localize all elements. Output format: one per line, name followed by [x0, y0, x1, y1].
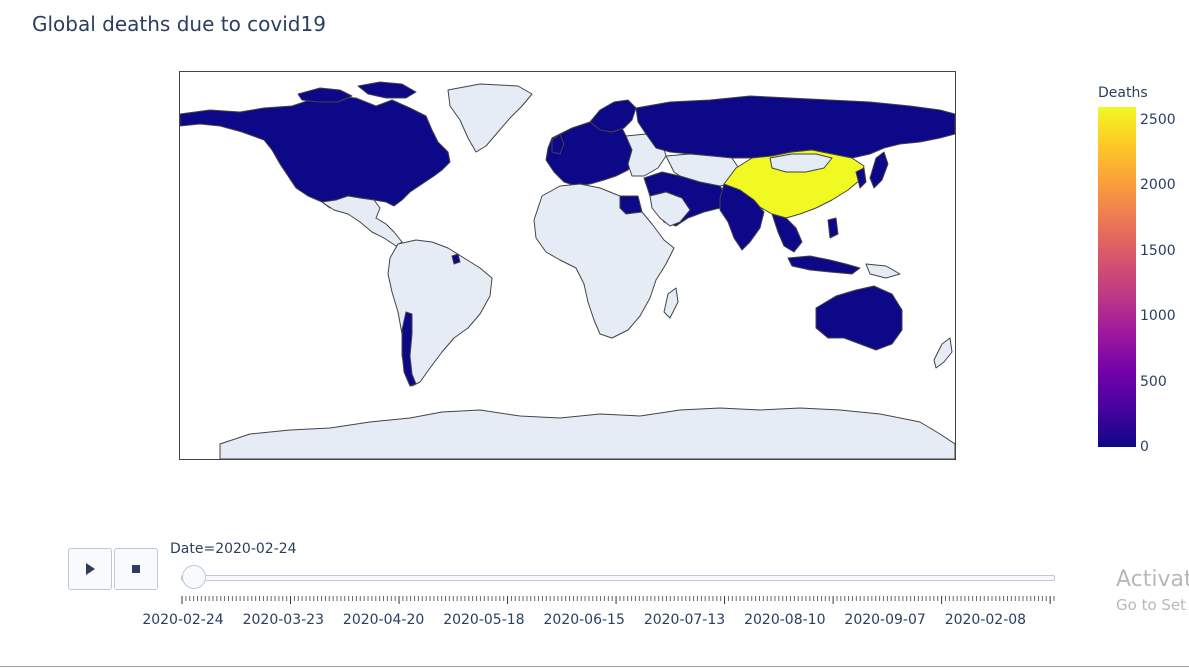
slider-tick-strip	[181, 596, 1055, 604]
slider-tick-label[interactable]: 2020-08-10	[744, 612, 826, 628]
slider-tick-label[interactable]: 2020-02-08	[944, 612, 1027, 628]
southeast-asia[interactable]	[771, 213, 803, 253]
slider-current-label: Date=2020-02-24	[170, 541, 297, 557]
slider-tick-label[interactable]: 2020-06-15	[543, 612, 625, 628]
scandinavia[interactable]	[589, 99, 637, 133]
north-america[interactable]	[180, 95, 451, 209]
watermark-line2: Go to Set	[1116, 596, 1187, 614]
bottom-divider	[0, 666, 1189, 667]
central-america[interactable]	[321, 195, 403, 247]
choropleth-map[interactable]	[179, 71, 956, 460]
colorbar	[1098, 107, 1136, 447]
slider-tick-label[interactable]: 2020-02-24	[142, 612, 224, 628]
colorbar-tick-label: 2000	[1140, 177, 1176, 194]
world-map-svg	[180, 81, 955, 459]
india[interactable]	[719, 183, 765, 251]
slider-handle[interactable]	[182, 565, 206, 589]
colorbar-tick-label: 1000	[1140, 308, 1176, 325]
korea[interactable]	[855, 167, 867, 189]
stop-icon	[132, 565, 140, 573]
colorbar-tick-label: 2500	[1140, 112, 1176, 129]
indonesia[interactable]	[787, 255, 861, 275]
slider-tick-label[interactable]: 2020-05-18	[443, 612, 525, 628]
uk[interactable]	[551, 133, 565, 155]
slider-tick-label[interactable]: 2020-04-20	[342, 612, 425, 628]
stop-button[interactable]	[114, 548, 158, 590]
watermark-line1: Activat	[1116, 567, 1189, 592]
play-icon	[85, 563, 95, 575]
play-button[interactable]	[68, 548, 112, 590]
japan[interactable]	[869, 151, 889, 189]
colorbar-tick-label: 1500	[1140, 242, 1176, 259]
colorbar-title: Deaths	[1098, 85, 1148, 101]
french-guiana[interactable]	[451, 253, 461, 265]
philippines[interactable]	[827, 217, 839, 239]
antarctica[interactable]	[219, 407, 955, 459]
greenland[interactable]	[447, 83, 533, 153]
slider-tick-label[interactable]: 2020-09-07	[844, 612, 926, 628]
slider-tick-label[interactable]: 2020-03-23	[242, 612, 324, 628]
australia[interactable]	[815, 285, 903, 351]
chile[interactable]	[401, 311, 417, 387]
slider-rail[interactable]	[181, 575, 1055, 581]
chart-title: Global deaths due to covid19	[32, 12, 326, 36]
arctic-islands[interactable]	[297, 87, 353, 103]
africa[interactable]	[533, 183, 675, 339]
papua[interactable]	[865, 263, 901, 279]
colorbar-tick-label: 0	[1140, 439, 1149, 455]
activation-watermark: Activat Go to Set	[1116, 566, 1189, 616]
madagascar[interactable]	[663, 287, 679, 319]
slider-tick-label[interactable]: 2020-07-13	[643, 612, 726, 628]
arctic-islands-2[interactable]	[357, 81, 417, 99]
russia[interactable]	[635, 95, 955, 159]
new-zealand[interactable]	[933, 337, 953, 369]
arabia[interactable]	[649, 191, 691, 227]
colorbar-tick-label: 500	[1140, 373, 1167, 390]
mongolia[interactable]	[769, 153, 833, 173]
